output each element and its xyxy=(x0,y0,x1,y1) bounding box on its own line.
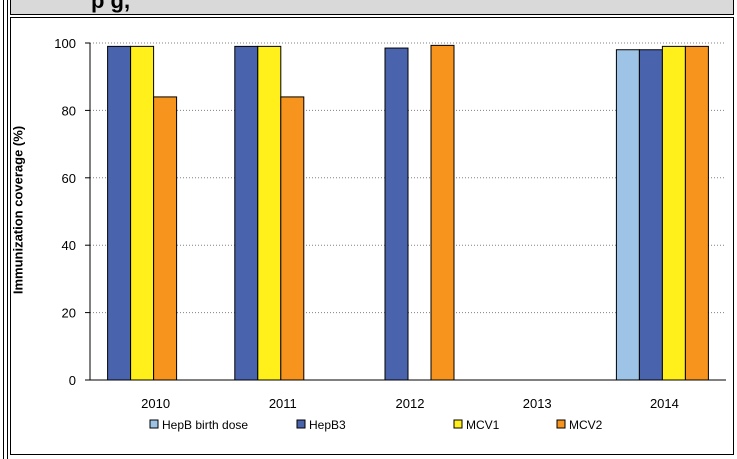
bar-mcv2-2011 xyxy=(280,96,305,381)
y-tick-label: 80 xyxy=(62,103,76,118)
legend-label: HepB3 xyxy=(309,418,346,432)
legend-swatch xyxy=(149,419,159,429)
bar-hepb3-2010 xyxy=(107,45,132,381)
title-bar: p g, xyxy=(10,0,734,15)
left-border-line-inner xyxy=(7,0,8,459)
y-tick-label: 20 xyxy=(62,306,76,321)
bar-hepb3-2014 xyxy=(638,49,663,381)
x-tick-label: 2013 xyxy=(523,396,552,411)
legend-label: MCV2 xyxy=(569,418,603,432)
bar-hepb-birth-dose-2014 xyxy=(615,49,640,381)
legend-swatch xyxy=(453,419,463,429)
bar-mcv2-2014 xyxy=(684,45,709,381)
x-tick-label: 2012 xyxy=(396,396,425,411)
bar-mcv1-2011 xyxy=(257,45,282,381)
bar-mcv2-2010 xyxy=(153,96,178,381)
bar-mcv1-2014 xyxy=(661,45,686,381)
left-border-line xyxy=(3,0,4,459)
x-tick-label: 2014 xyxy=(650,396,679,411)
legend-label: HepB birth dose xyxy=(162,418,248,432)
legend-label: MCV1 xyxy=(466,418,500,432)
bar-hepb3-2011 xyxy=(234,45,259,381)
bar-mcv2-2012 xyxy=(430,44,455,381)
bar-mcv1-2010 xyxy=(130,45,155,381)
x-tick-label: 2010 xyxy=(141,396,170,411)
y-tick-label: 60 xyxy=(62,171,76,186)
bar-hepb3-2012 xyxy=(384,47,409,381)
y-tick-label: 0 xyxy=(69,373,76,388)
x-tick-label: 2011 xyxy=(269,396,297,411)
legend-swatch xyxy=(556,419,566,429)
legend-swatch xyxy=(296,419,306,429)
y-tick-label: 40 xyxy=(62,238,76,253)
y-tick-label: 100 xyxy=(54,36,76,51)
chart-title: p g, xyxy=(91,0,131,13)
